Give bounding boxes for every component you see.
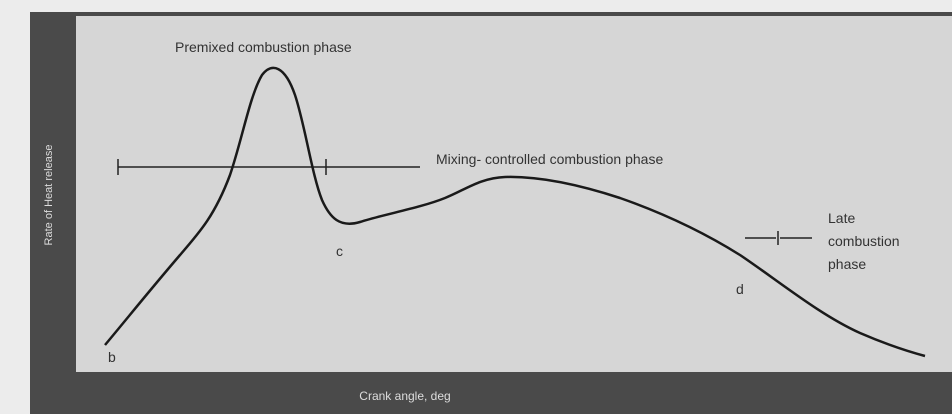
late-label: phase — [828, 256, 866, 272]
heat-release-curve — [104, 66, 926, 358]
y-axis-label: Rate of Heat release — [43, 145, 55, 246]
point-label: b — [108, 349, 116, 365]
arrows — [117, 159, 812, 245]
late-label: Late — [828, 210, 855, 226]
panel — [76, 16, 952, 372]
premixed-label: Premixed combustion phase — [175, 39, 352, 55]
mixing-label: Mixing- controlled combustion phase — [436, 151, 663, 167]
x-axis-label: Crank angle, deg — [359, 389, 450, 403]
late-label: combustion — [828, 233, 900, 249]
point-label: d — [736, 281, 744, 297]
point-label: c — [336, 243, 343, 259]
